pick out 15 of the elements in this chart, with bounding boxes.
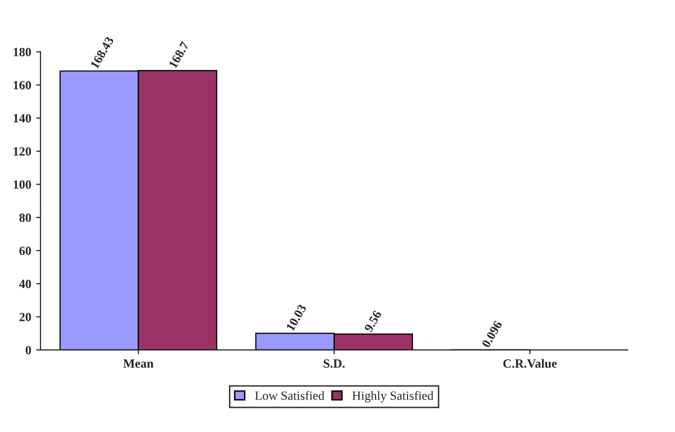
y-tick-label: 120 — [14, 147, 31, 156]
x-tick-label: C.R.Value — [503, 358, 557, 368]
legend-label: Low Satisfied — [255, 390, 324, 400]
y-tick-label: 40 — [19, 280, 31, 288]
y-tick-label: 100 — [14, 180, 31, 189]
y-tick-label: 180 — [14, 48, 31, 56]
y-tick-label: 60 — [19, 246, 31, 256]
x-tick-label: Mean — [123, 359, 154, 368]
y-tick-label: 20 — [20, 312, 31, 322]
y-tick-label: 0 — [26, 346, 31, 354]
y-tick-label: 140 — [14, 114, 31, 123]
legend-label: Highly Satisfied — [352, 390, 434, 402]
x-tick-label: S.D. — [324, 359, 345, 368]
y-tick-label: 160 — [14, 80, 31, 90]
y-tick-label: 80 — [19, 213, 31, 222]
